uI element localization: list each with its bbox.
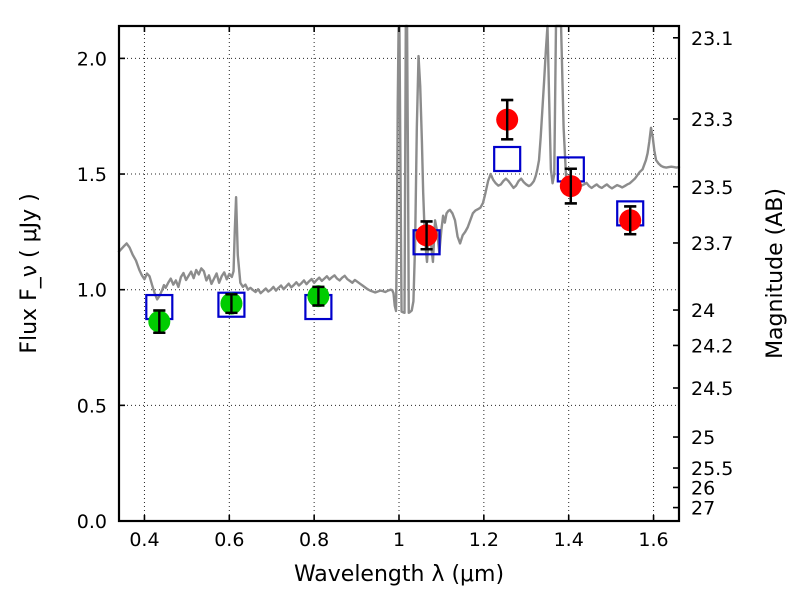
y-tick-label-left: 1.0 xyxy=(77,280,107,302)
y-tick-label-left: 2.0 xyxy=(77,48,107,70)
y-tick-label-left: 1.5 xyxy=(77,164,107,186)
x-tick-label: 0.6 xyxy=(214,529,244,551)
model-photometry-square xyxy=(493,145,522,173)
x-tick-label: 1.4 xyxy=(554,529,584,551)
y-tick-label-right: 25 xyxy=(691,427,715,449)
y-tick-label-left: 0.0 xyxy=(77,511,107,533)
x-tick-label: 0.8 xyxy=(299,529,329,551)
model-spectrum-line xyxy=(117,24,681,315)
y-tick-label-left: 0.5 xyxy=(77,395,107,417)
y-tick-label-right: 25.5 xyxy=(691,458,733,480)
x-tick-label: 1.6 xyxy=(638,529,668,551)
x-tick-label: 1.2 xyxy=(469,529,499,551)
y-tick-label-right: 24.2 xyxy=(691,335,733,357)
x-tick-label: 0.4 xyxy=(129,529,159,551)
x-axis-label: Wavelength λ (μm) xyxy=(294,562,504,587)
y-tick-label-right: 24 xyxy=(691,300,715,322)
y-tick-label-right: 23.1 xyxy=(691,28,733,50)
x-tick-label: 1 xyxy=(393,529,405,551)
y-tick-label-right: 24.5 xyxy=(691,378,733,400)
y-tick-label-right: 23.7 xyxy=(691,233,733,255)
y-axis-label-left: Flux F_ν ( μJy ) xyxy=(17,193,42,353)
y-tick-label-right: 26 xyxy=(691,477,715,499)
y-tick-label-right: 27 xyxy=(691,498,715,520)
y-axis-label-right: Magnitude (AB) xyxy=(763,188,788,359)
y-tick-label-right: 23.3 xyxy=(691,109,733,131)
y-tick-label-right: 23.5 xyxy=(691,177,733,199)
